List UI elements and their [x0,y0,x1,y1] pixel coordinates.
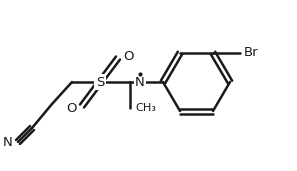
Text: Br: Br [244,47,259,60]
Text: S: S [96,76,104,89]
Text: O: O [67,102,77,115]
Text: CH₃: CH₃ [135,103,156,113]
Text: N: N [2,135,12,148]
Text: O: O [123,49,133,62]
Text: N: N [135,76,145,89]
